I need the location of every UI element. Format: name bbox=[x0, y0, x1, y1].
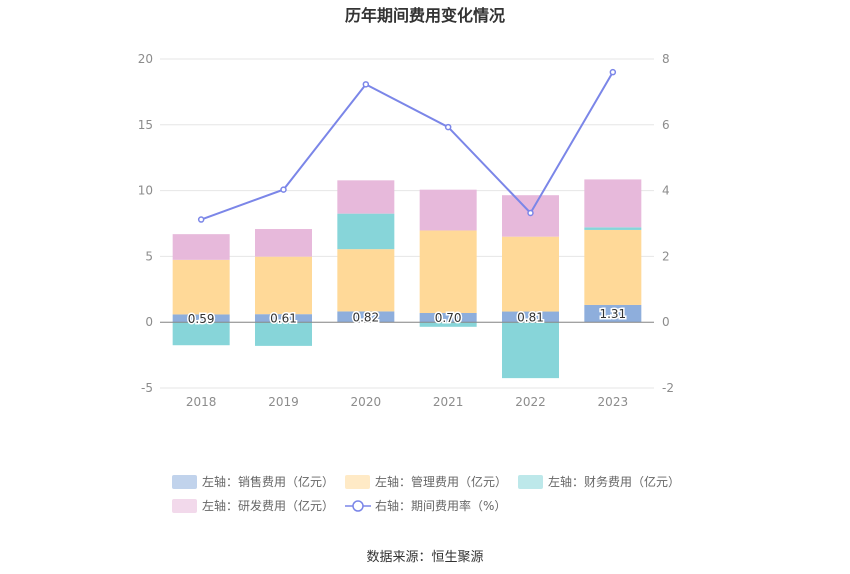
x-tick-label: 2022 bbox=[515, 395, 546, 409]
right-tick-label: 0 bbox=[662, 315, 670, 329]
rate-line-path bbox=[200, 71, 614, 221]
left-tick-label: 10 bbox=[138, 184, 153, 198]
bar bbox=[502, 236, 559, 312]
legend-swatch bbox=[518, 475, 543, 489]
right-tick-label: 4 bbox=[662, 184, 670, 198]
rate-point bbox=[444, 123, 452, 131]
source-note: 数据来源：恒生聚源 bbox=[366, 550, 483, 565]
legend-label: 左轴：销售费用（亿元） bbox=[202, 474, 334, 489]
x-axis: 2018 2019 2020 2021 2022 2023 bbox=[186, 395, 628, 409]
left-tick-label: 5 bbox=[145, 249, 153, 263]
bar bbox=[584, 304, 642, 323]
rate-point bbox=[609, 68, 617, 76]
bar-labels: 0.59 0.61 0.82 0.70 0.81 1.31 bbox=[186, 306, 627, 328]
bar-value-label: 0.81 bbox=[517, 310, 544, 324]
legend-label: 左轴：研发费用（亿元） bbox=[202, 498, 334, 513]
bar-value-label: 0.82 bbox=[352, 310, 379, 324]
x-tick-label: 2020 bbox=[351, 395, 382, 409]
bar bbox=[337, 213, 395, 250]
grid-lines bbox=[160, 58, 654, 389]
rate-point bbox=[362, 81, 370, 88]
chart-title: 历年期间费用变化情况 bbox=[345, 6, 505, 25]
x-tick-label: 2018 bbox=[186, 395, 217, 409]
legend-marker-icon bbox=[352, 500, 364, 512]
legend: 左轴：销售费用（亿元） 左轴：管理费用（亿元） 左轴：财务费用（亿元） 左轴：研发费用… bbox=[172, 474, 680, 513]
bar bbox=[255, 322, 312, 346]
right-tick-label: -2 bbox=[662, 381, 674, 395]
bar-value-label: 0.59 bbox=[188, 312, 215, 326]
left-tick-label: 0 bbox=[145, 315, 153, 329]
bar bbox=[502, 322, 559, 379]
x-tick-label: 2021 bbox=[433, 395, 464, 409]
right-tick-label: 6 bbox=[662, 118, 670, 132]
legend-label: 左轴：管理费用（亿元） bbox=[375, 474, 507, 489]
left-tick-label: 20 bbox=[138, 52, 153, 66]
bar bbox=[255, 229, 312, 257]
bar bbox=[419, 312, 477, 323]
bar bbox=[172, 322, 230, 346]
bar bbox=[172, 314, 230, 323]
bar bbox=[255, 314, 312, 323]
left-tick-label: 15 bbox=[138, 118, 153, 132]
bar bbox=[337, 311, 395, 323]
bar bbox=[419, 322, 477, 327]
right-axis: -2 0 2 4 6 8 bbox=[662, 52, 674, 395]
legend-swatch bbox=[172, 499, 197, 513]
bar bbox=[172, 234, 230, 260]
bar-value-label: 1.31 bbox=[599, 307, 626, 321]
legend-swatch bbox=[172, 475, 197, 489]
legend-label: 右轴：期间费用率（%） bbox=[375, 498, 506, 513]
left-axis: -5 0 5 10 15 20 bbox=[138, 52, 153, 395]
bars bbox=[172, 179, 642, 379]
x-tick-label: 2019 bbox=[268, 395, 299, 409]
rate-point bbox=[197, 216, 205, 223]
x-tick-label: 2023 bbox=[598, 395, 629, 409]
bar bbox=[584, 227, 642, 230]
bar bbox=[584, 229, 642, 305]
bar-value-label: 0.61 bbox=[270, 312, 297, 326]
bar bbox=[255, 256, 312, 315]
bar bbox=[502, 311, 559, 323]
legend-label: 左轴：财务费用（亿元） bbox=[548, 474, 680, 489]
legend-swatch bbox=[345, 475, 370, 489]
right-tick-label: 8 bbox=[662, 52, 670, 66]
bar bbox=[419, 230, 477, 313]
bar bbox=[337, 249, 395, 312]
rate-point bbox=[280, 186, 287, 193]
bar bbox=[172, 259, 230, 315]
bar bbox=[584, 179, 642, 228]
bar-value-label: 0.70 bbox=[435, 311, 462, 325]
bar bbox=[419, 189, 477, 231]
right-tick-label: 2 bbox=[662, 249, 670, 263]
left-tick-label: -5 bbox=[141, 381, 153, 395]
rate-point bbox=[527, 209, 534, 217]
rate-line bbox=[197, 68, 617, 223]
bar bbox=[337, 180, 395, 214]
